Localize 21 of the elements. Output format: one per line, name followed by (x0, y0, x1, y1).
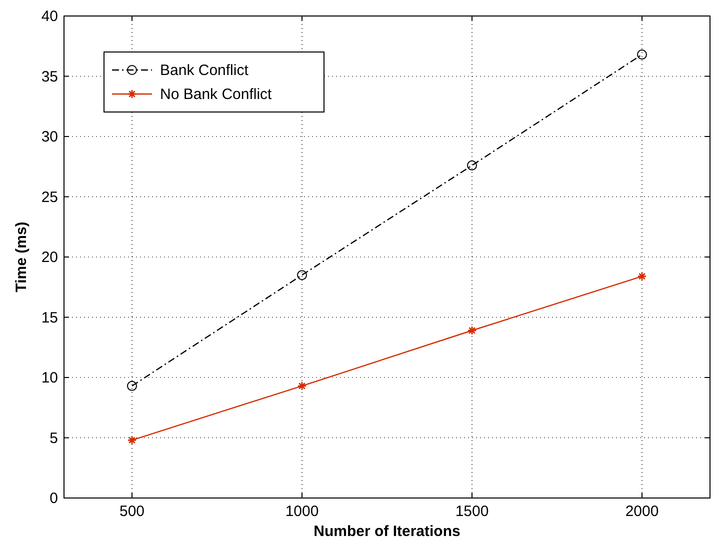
y-tick-label: 0 (50, 490, 58, 507)
point (297, 270, 307, 280)
y-tick-label: 10 (41, 370, 58, 386)
y-tick-label: 15 (41, 309, 58, 326)
x-tick-label: 500 (119, 503, 145, 520)
y-tick-label: 25 (41, 188, 58, 206)
y-tick-label: 40 (41, 8, 58, 25)
y-axis-title: Time (ms) (13, 222, 30, 292)
point (127, 380, 137, 391)
legend-label: Bank Conflict (160, 62, 250, 79)
y-tick-label: 35 (41, 68, 58, 86)
y-tick-label: 20 (41, 249, 58, 266)
point (467, 160, 477, 170)
y-tick-label: 30 (41, 128, 58, 146)
y-tick-label: 5 (50, 430, 58, 447)
x-tick-label: 1000 (285, 503, 319, 520)
legend-label: No Bank Conflict (160, 86, 273, 103)
x-tick-label: 2000 (625, 503, 659, 520)
x-tick-label: 1500 (455, 503, 489, 520)
point (637, 50, 647, 60)
x-axis-title: Number of Iterations (314, 523, 460, 540)
